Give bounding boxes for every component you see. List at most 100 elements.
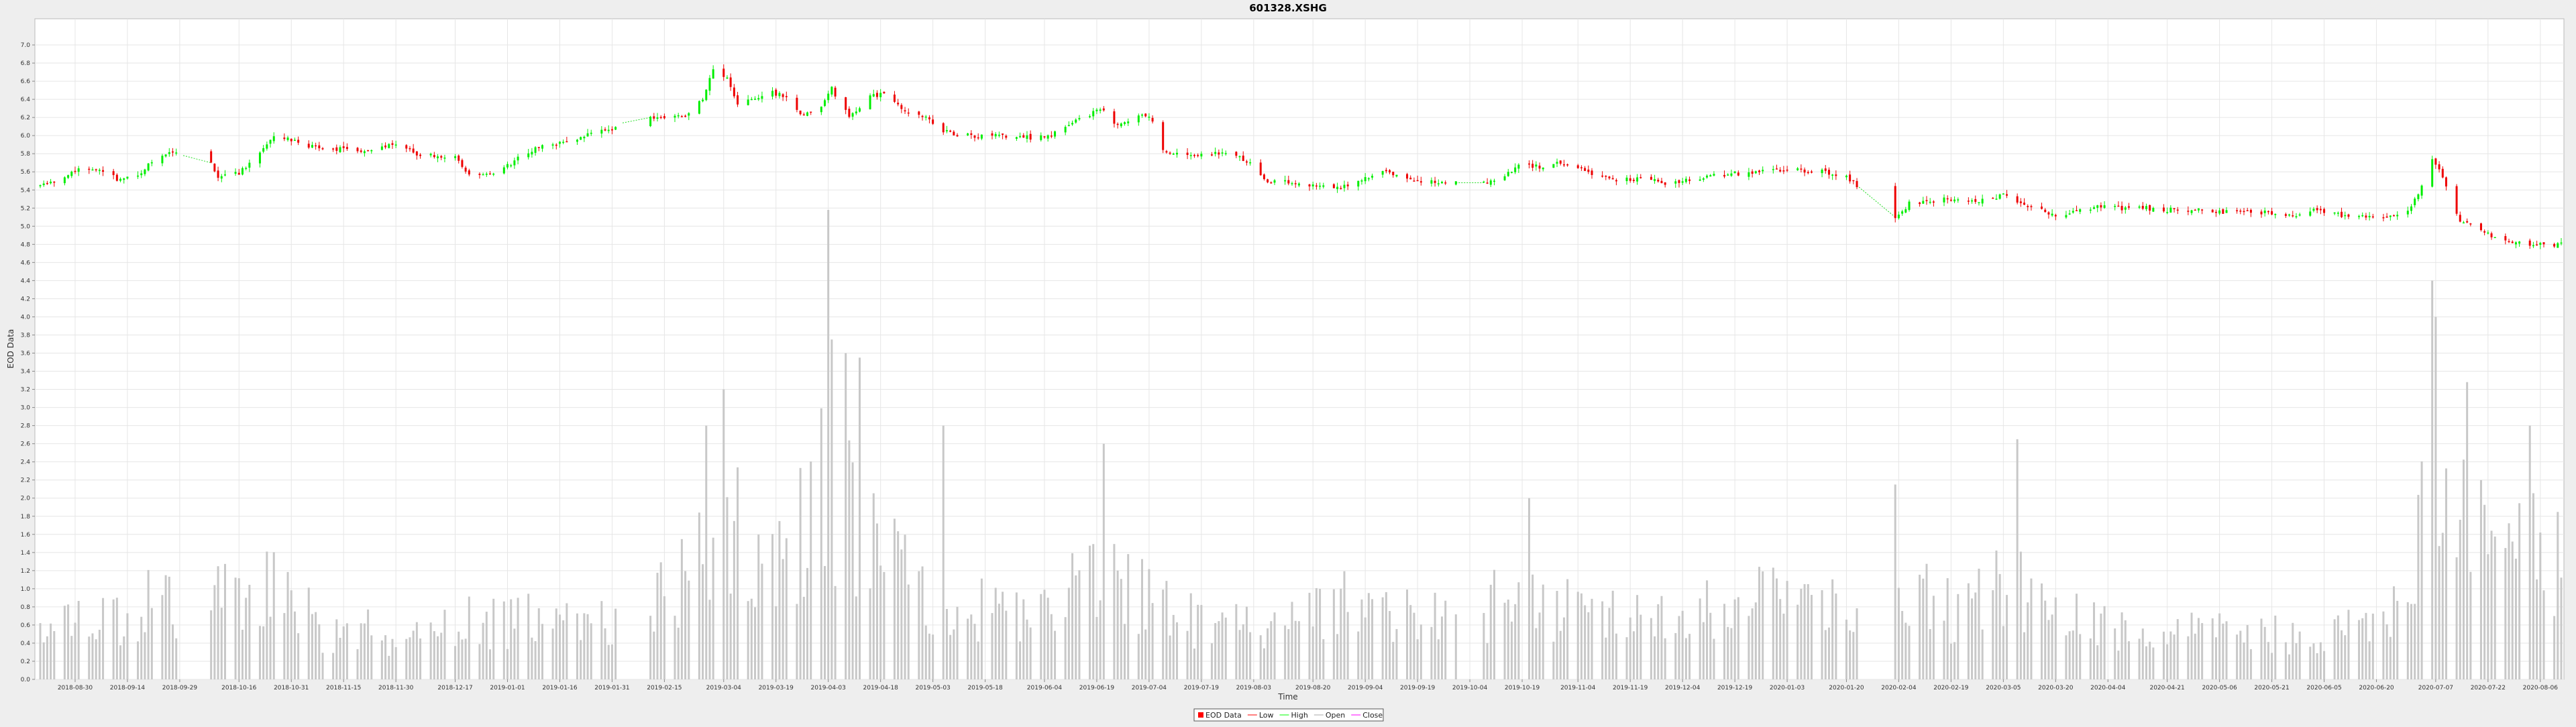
candle-body	[283, 137, 286, 139]
x-tick-label: 2019-07-19	[1184, 685, 1220, 691]
candle-body	[388, 144, 390, 148]
x-tick-label: 2020-01-03	[1770, 685, 1805, 691]
candle-body	[318, 145, 321, 149]
volume-bar	[1514, 604, 1517, 679]
y-tick-label: 7.0	[21, 42, 31, 49]
candle-body	[796, 97, 798, 110]
volume-bar	[2173, 634, 2176, 679]
volume-bar	[534, 640, 537, 679]
candle-body	[1845, 175, 1847, 178]
volume-bar	[2197, 618, 2200, 679]
candle-body	[845, 97, 847, 110]
candle-body	[1267, 179, 1269, 182]
candle-body	[391, 143, 394, 146]
volume-bar	[785, 538, 788, 679]
candle-body	[2528, 240, 2531, 246]
volume-bar	[102, 598, 105, 679]
candle-body	[2072, 211, 2074, 213]
volume-bar	[1779, 599, 1782, 679]
volume-bar	[1762, 571, 1764, 679]
candle-body	[1527, 163, 1530, 165]
candle-body	[234, 172, 237, 174]
candle-body	[1507, 172, 1509, 176]
candle-body	[1322, 185, 1325, 187]
candle-body	[1559, 160, 1562, 164]
volume-bar	[1978, 568, 1980, 679]
candle-body	[656, 117, 659, 119]
candle-body	[1019, 135, 1022, 137]
volume-bar	[1332, 589, 1335, 679]
candle-body	[991, 133, 994, 136]
candle-body	[307, 144, 310, 148]
x-tick-label: 2019-03-19	[759, 685, 794, 691]
candle-body	[1608, 176, 1611, 178]
volume-bar	[1175, 622, 1178, 679]
volume-bar	[2047, 620, 2050, 679]
volume-bar	[1284, 625, 1287, 679]
candle-body	[924, 116, 927, 118]
volume-bar	[2288, 654, 2291, 679]
legend-label: High	[1291, 711, 1308, 720]
volume-bar	[708, 600, 711, 679]
candle-body	[1754, 171, 1757, 174]
volume-bar	[53, 630, 56, 679]
y-tick-label: 1.6	[21, 532, 31, 539]
candle-body	[1385, 170, 1387, 172]
candle-body	[649, 117, 652, 127]
candle-body	[115, 174, 118, 181]
candle-body	[2333, 212, 2336, 214]
candle-body	[653, 116, 655, 119]
volume-bar	[1245, 606, 1248, 679]
candle-body	[290, 138, 292, 142]
y-axis-ticks: 0.0 0.2 0.4 0.6 0.8 1.0 1.2 1.4 1.6 1.8 2.0 2.2 2.4 2…	[21, 42, 35, 683]
x-tick-label: 2019-01-31	[594, 685, 629, 691]
volume-bar	[1089, 545, 1091, 679]
volume-bar	[1297, 621, 1300, 679]
candle-body	[998, 134, 1000, 136]
candle-body	[1064, 127, 1067, 133]
x-tick-label: 2019-08-03	[1236, 685, 1271, 691]
candle-body	[2319, 209, 2322, 211]
volume-bar	[1346, 612, 1349, 679]
candle-body	[1224, 153, 1227, 154]
candle-body	[761, 96, 763, 99]
volume-bar	[245, 598, 248, 679]
candle-body	[1904, 209, 1907, 213]
volume-bar	[576, 613, 578, 679]
volume-bar	[1165, 581, 1168, 679]
volume-bar	[2462, 459, 2465, 679]
candle-body	[1654, 179, 1656, 181]
volume-bar	[956, 606, 959, 679]
candle-body	[705, 89, 708, 101]
candle-body	[2455, 186, 2458, 214]
candle-body	[1144, 113, 1147, 117]
volume-bar	[1430, 626, 1433, 679]
candle-body	[98, 170, 101, 171]
y-tick-label: 4.6	[21, 260, 31, 266]
candle-body	[1165, 151, 1168, 153]
volume-bar	[1214, 623, 1217, 679]
candle-body	[994, 133, 997, 137]
x-tick-label: 2019-03-04	[706, 685, 742, 691]
volume-bar	[802, 596, 805, 679]
candle-body	[2518, 241, 2521, 244]
volume-bar	[1943, 620, 1945, 679]
volume-bar	[1678, 616, 1680, 679]
volume-bar	[824, 565, 826, 679]
volume-bar	[1444, 600, 1447, 679]
candle-body	[834, 87, 837, 97]
candle-body	[433, 155, 435, 158]
candle-body	[953, 131, 955, 135]
candle-body	[824, 100, 826, 106]
volume-bar	[656, 573, 659, 679]
volume-bar	[2542, 590, 2545, 679]
volume-bar	[928, 633, 930, 679]
candle-body	[2382, 217, 2385, 219]
candle-body	[827, 93, 830, 101]
candle-body	[1566, 164, 1569, 166]
volume-bar	[290, 590, 292, 679]
volume-bar	[370, 635, 373, 679]
candle-body	[2162, 207, 2165, 212]
candle-body	[2312, 209, 2315, 211]
